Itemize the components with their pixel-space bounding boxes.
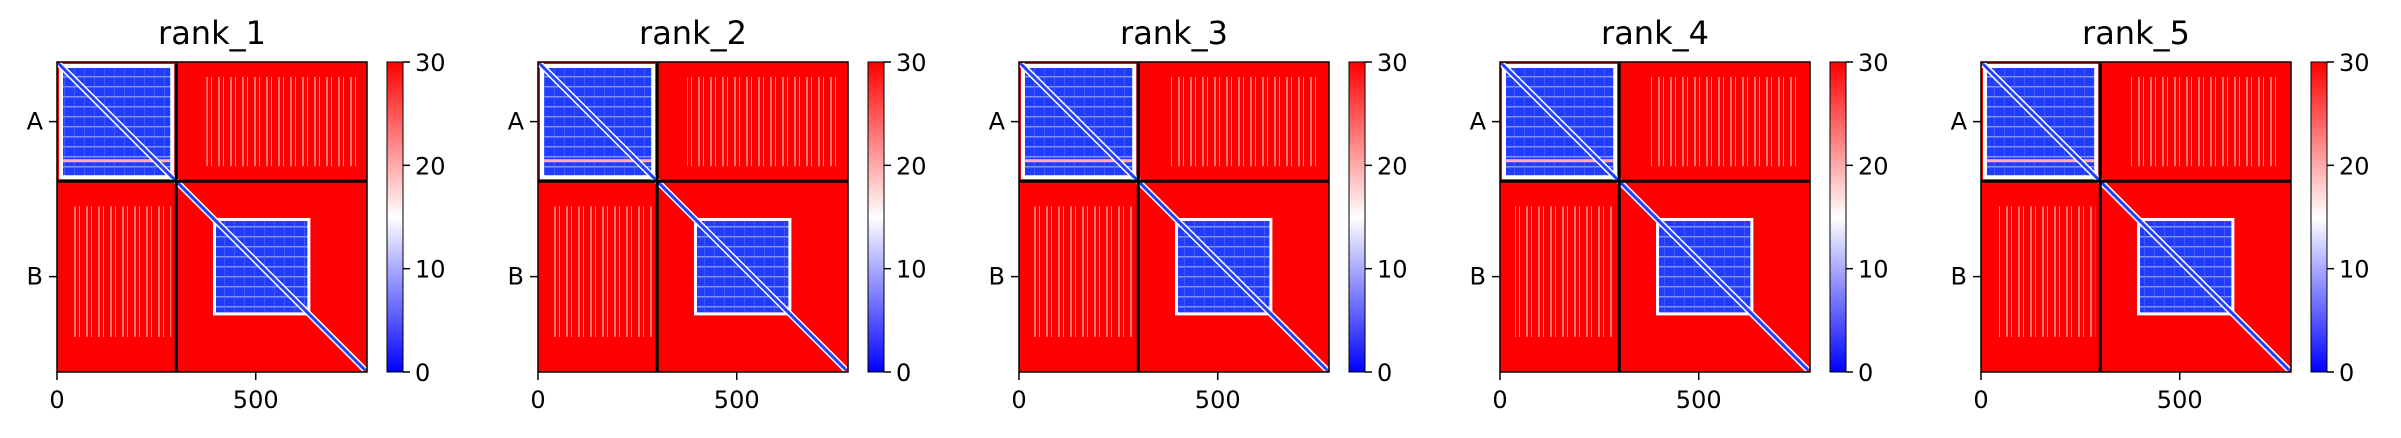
colorbar-tick-label: 20 <box>1858 152 1889 180</box>
chain-a-stripe <box>544 159 652 163</box>
colorbar-tick-label: 0 <box>1858 359 1873 387</box>
colorbar-tick-label: 0 <box>1377 359 1392 387</box>
colorbar-tick-label: 0 <box>415 359 430 387</box>
chain-a-stripe <box>63 159 171 163</box>
panel-3: rank_3 A B 0 500 0 10 20 30 <box>989 14 1408 414</box>
plot-frame <box>56 61 368 373</box>
colorbar-tick-label: 30 <box>1377 49 1408 77</box>
colorbar-tick-label: 20 <box>896 152 927 180</box>
panel-title: rank_2 <box>639 14 747 52</box>
colorbar-tick-label: 0 <box>896 359 911 387</box>
x-tick-label: 0 <box>1492 386 1507 414</box>
chain-a-stripe <box>1506 159 1614 163</box>
colorbar-tick-label: 30 <box>1858 49 1889 77</box>
x-tick-label: 0 <box>49 386 64 414</box>
x-tick-label: 500 <box>233 386 279 414</box>
panel-1: rank_1 A B 0 500 0 10 20 30 <box>27 14 446 414</box>
colorbar <box>2310 61 2328 373</box>
chain-a-stripe <box>1025 159 1133 163</box>
colorbar-tick-label: 20 <box>1377 152 1408 180</box>
panel-2: rank_2 A B 0 500 0 10 20 30 <box>508 14 927 414</box>
colorbar-tick-label: 10 <box>896 256 927 284</box>
offdiag-ab-texture <box>2130 77 2281 167</box>
offdiag-ab-texture <box>206 77 357 167</box>
x-tick-label: 500 <box>1195 386 1241 414</box>
colorbar-tick-label: 10 <box>1377 256 1408 284</box>
panel-title: rank_1 <box>158 14 266 52</box>
x-tick-label: 0 <box>1973 386 1988 414</box>
chain-a-stripe <box>1987 159 2095 163</box>
diagonal-line <box>538 62 848 372</box>
y-tick-label: A <box>27 108 44 136</box>
plot-frame <box>537 61 849 373</box>
colorbar-tick-label: 20 <box>415 152 446 180</box>
colorbar-tick-label: 0 <box>2339 359 2354 387</box>
offdiag-ba-texture <box>1996 206 2096 337</box>
x-tick-label: 500 <box>1676 386 1722 414</box>
x-tick-label: 0 <box>1011 386 1026 414</box>
diagonal-line <box>1500 62 1810 372</box>
plot-frame <box>1980 61 2292 373</box>
colorbar-tick-label: 10 <box>415 256 446 284</box>
offdiag-ba-texture <box>72 206 172 337</box>
panel-title: rank_5 <box>2082 14 2190 52</box>
colorbar-tick-label: 30 <box>415 49 446 77</box>
offdiag-ab-texture <box>1649 77 1800 167</box>
y-tick-label: B <box>1951 263 1967 291</box>
colorbar <box>1348 61 1366 373</box>
colorbar-tick-label: 10 <box>2339 256 2370 284</box>
y-tick-label: A <box>508 108 525 136</box>
y-tick-label: B <box>27 263 43 291</box>
colorbar <box>867 61 885 373</box>
y-tick-label: B <box>989 263 1005 291</box>
x-tick-label: 0 <box>530 386 545 414</box>
plot-frame <box>1018 61 1330 373</box>
panel-title: rank_3 <box>1120 14 1228 52</box>
x-tick-label: 500 <box>2157 386 2203 414</box>
offdiag-ba-texture <box>553 206 653 337</box>
diagonal-line <box>1019 62 1329 372</box>
offdiag-ab-texture <box>687 77 838 167</box>
colorbar-tick-label: 20 <box>2339 152 2370 180</box>
colorbar <box>386 61 404 373</box>
colorbar-tick-label: 10 <box>1858 256 1889 284</box>
plot-frame <box>1499 61 1811 373</box>
y-tick-label: A <box>1951 108 1968 136</box>
offdiag-ba-texture <box>1515 206 1615 337</box>
x-tick-label: 500 <box>714 386 760 414</box>
panel-5: rank_5 A B 0 500 0 10 20 30 <box>1951 14 2370 414</box>
colorbar-tick-label: 30 <box>2339 49 2370 77</box>
panel-4: rank_4 A B 0 500 0 10 20 30 <box>1470 14 1889 414</box>
y-tick-label: B <box>508 263 524 291</box>
offdiag-ba-texture <box>1034 206 1134 337</box>
offdiag-ab-texture <box>1168 77 1319 167</box>
panel-title: rank_4 <box>1601 14 1709 52</box>
y-tick-label: A <box>1470 108 1487 136</box>
diagonal-line <box>1981 62 2291 372</box>
diagonal-line <box>57 62 367 372</box>
colorbar <box>1829 61 1847 373</box>
y-tick-label: A <box>989 108 1006 136</box>
y-tick-label: B <box>1470 263 1486 291</box>
colorbar-tick-label: 30 <box>896 49 927 77</box>
